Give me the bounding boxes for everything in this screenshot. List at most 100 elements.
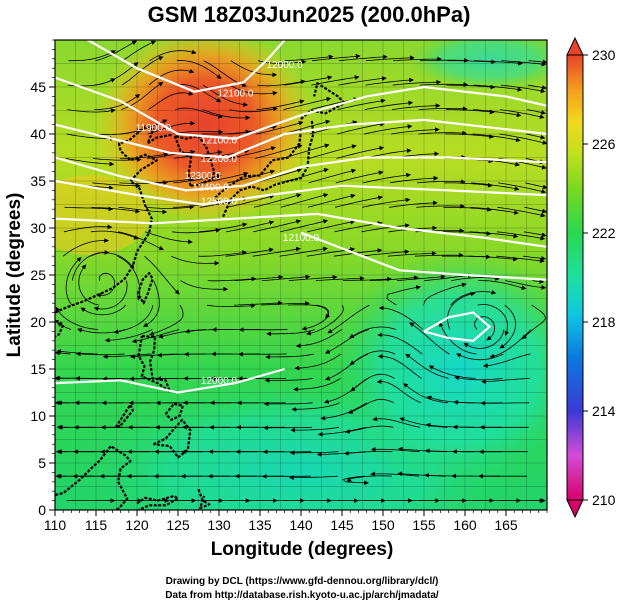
streamline bbox=[478, 280, 527, 290]
streamline bbox=[346, 475, 392, 482]
contour-label: 11900.0 bbox=[136, 123, 172, 134]
x-tick-label: 145 bbox=[330, 517, 354, 533]
streamline bbox=[130, 353, 179, 359]
streamline bbox=[369, 275, 419, 281]
streamline bbox=[523, 255, 546, 261]
streamline bbox=[78, 264, 99, 306]
streamline bbox=[521, 304, 547, 340]
height-contours bbox=[55, 40, 547, 394]
streamline bbox=[343, 450, 393, 456]
streamline bbox=[67, 108, 116, 114]
streamline bbox=[370, 446, 420, 453]
streamline bbox=[496, 231, 546, 241]
streamline bbox=[65, 158, 115, 167]
streamline bbox=[418, 130, 467, 136]
streamline bbox=[349, 326, 396, 339]
streamline bbox=[293, 378, 341, 392]
streamline bbox=[282, 143, 330, 159]
x-tick-label: 155 bbox=[412, 517, 436, 533]
streamline bbox=[419, 82, 469, 87]
streamline bbox=[94, 62, 139, 86]
streamline bbox=[64, 206, 114, 212]
streamline bbox=[370, 471, 419, 477]
streamline bbox=[428, 365, 476, 379]
streamline bbox=[451, 275, 500, 281]
colorbar-scale bbox=[566, 54, 584, 501]
streamline bbox=[56, 322, 72, 330]
streamline bbox=[257, 79, 306, 87]
x-tick-label: 130 bbox=[207, 517, 231, 533]
streamline bbox=[144, 255, 180, 295]
chart-title: GSM 18Z03Jun2025 (200.0hPa) bbox=[148, 2, 471, 27]
streamline bbox=[399, 417, 448, 428]
x-tick-label: 140 bbox=[289, 517, 313, 533]
streamline bbox=[389, 200, 438, 208]
streamline bbox=[66, 133, 115, 142]
x-axis-ticks: 110 115 120 125 130 135 140 145 150 155 160 165 bbox=[44, 510, 548, 533]
streamline bbox=[342, 475, 369, 486]
streamline bbox=[256, 99, 305, 110]
streamline bbox=[55, 306, 99, 330]
streamline bbox=[226, 194, 275, 208]
streamline bbox=[450, 289, 497, 306]
streamline bbox=[501, 60, 547, 67]
plot-area: 11900.0 12100.0 12000.0 12100.0 12200.0 12300… bbox=[55, 40, 547, 510]
y-axis-label: Latitude (degrees) bbox=[4, 193, 25, 358]
streamline bbox=[472, 109, 522, 118]
streamline bbox=[447, 291, 476, 330]
streamline bbox=[387, 251, 437, 257]
streamline bbox=[528, 59, 547, 65]
streamline bbox=[361, 223, 410, 233]
streamline bbox=[253, 219, 302, 233]
streamline bbox=[255, 144, 303, 159]
y-tick-label: 10 bbox=[30, 408, 46, 424]
y-tick-label: 0 bbox=[38, 502, 46, 518]
streamline bbox=[378, 305, 424, 330]
colorbar-max-triangle bbox=[566, 36, 584, 56]
streamline bbox=[291, 402, 340, 412]
streamline bbox=[482, 353, 531, 368]
coastline bbox=[137, 335, 171, 393]
streamline bbox=[199, 222, 248, 233]
streamline bbox=[172, 227, 221, 234]
streamline bbox=[443, 206, 492, 212]
x-tick-label: 110 bbox=[44, 517, 67, 533]
contour-label: 12100.0 bbox=[217, 88, 254, 99]
streamline bbox=[336, 145, 385, 159]
streamline bbox=[122, 40, 157, 62]
coastline bbox=[214, 129, 303, 199]
y-axis-ticks: 0 5 10 15 20 25 30 35 40 45 bbox=[30, 39, 55, 518]
streamline bbox=[206, 303, 256, 309]
streamline bbox=[472, 133, 521, 143]
streamline bbox=[146, 149, 196, 159]
streamline bbox=[393, 56, 442, 62]
streamline bbox=[263, 401, 313, 407]
streamline bbox=[96, 272, 116, 298]
streamline bbox=[93, 280, 128, 312]
streamline bbox=[91, 206, 141, 214]
streamline bbox=[423, 282, 467, 306]
coastline bbox=[197, 488, 211, 510]
streamline bbox=[230, 60, 278, 78]
streamline bbox=[474, 60, 523, 66]
streamline bbox=[362, 197, 411, 208]
credit-line-2: Data from http://database.rish.kyoto-u.a… bbox=[165, 590, 439, 601]
streamline bbox=[349, 350, 396, 366]
coastline bbox=[173, 134, 216, 187]
y-tick-label: 45 bbox=[30, 79, 46, 95]
streamline bbox=[171, 255, 220, 266]
y-tick-label: 5 bbox=[38, 455, 46, 471]
streamline bbox=[392, 79, 442, 86]
x-tick-label: 125 bbox=[166, 517, 190, 533]
streamline bbox=[175, 84, 222, 103]
coastline bbox=[164, 402, 184, 421]
streamline bbox=[327, 304, 370, 334]
x-tick-label: 135 bbox=[248, 517, 272, 533]
streamline bbox=[284, 54, 334, 62]
streamline bbox=[279, 246, 328, 257]
x-tick-label: 120 bbox=[125, 517, 149, 533]
streamline bbox=[228, 146, 276, 159]
y-tick-label: 25 bbox=[30, 267, 46, 283]
streamline bbox=[454, 375, 503, 381]
streamline bbox=[320, 402, 367, 421]
